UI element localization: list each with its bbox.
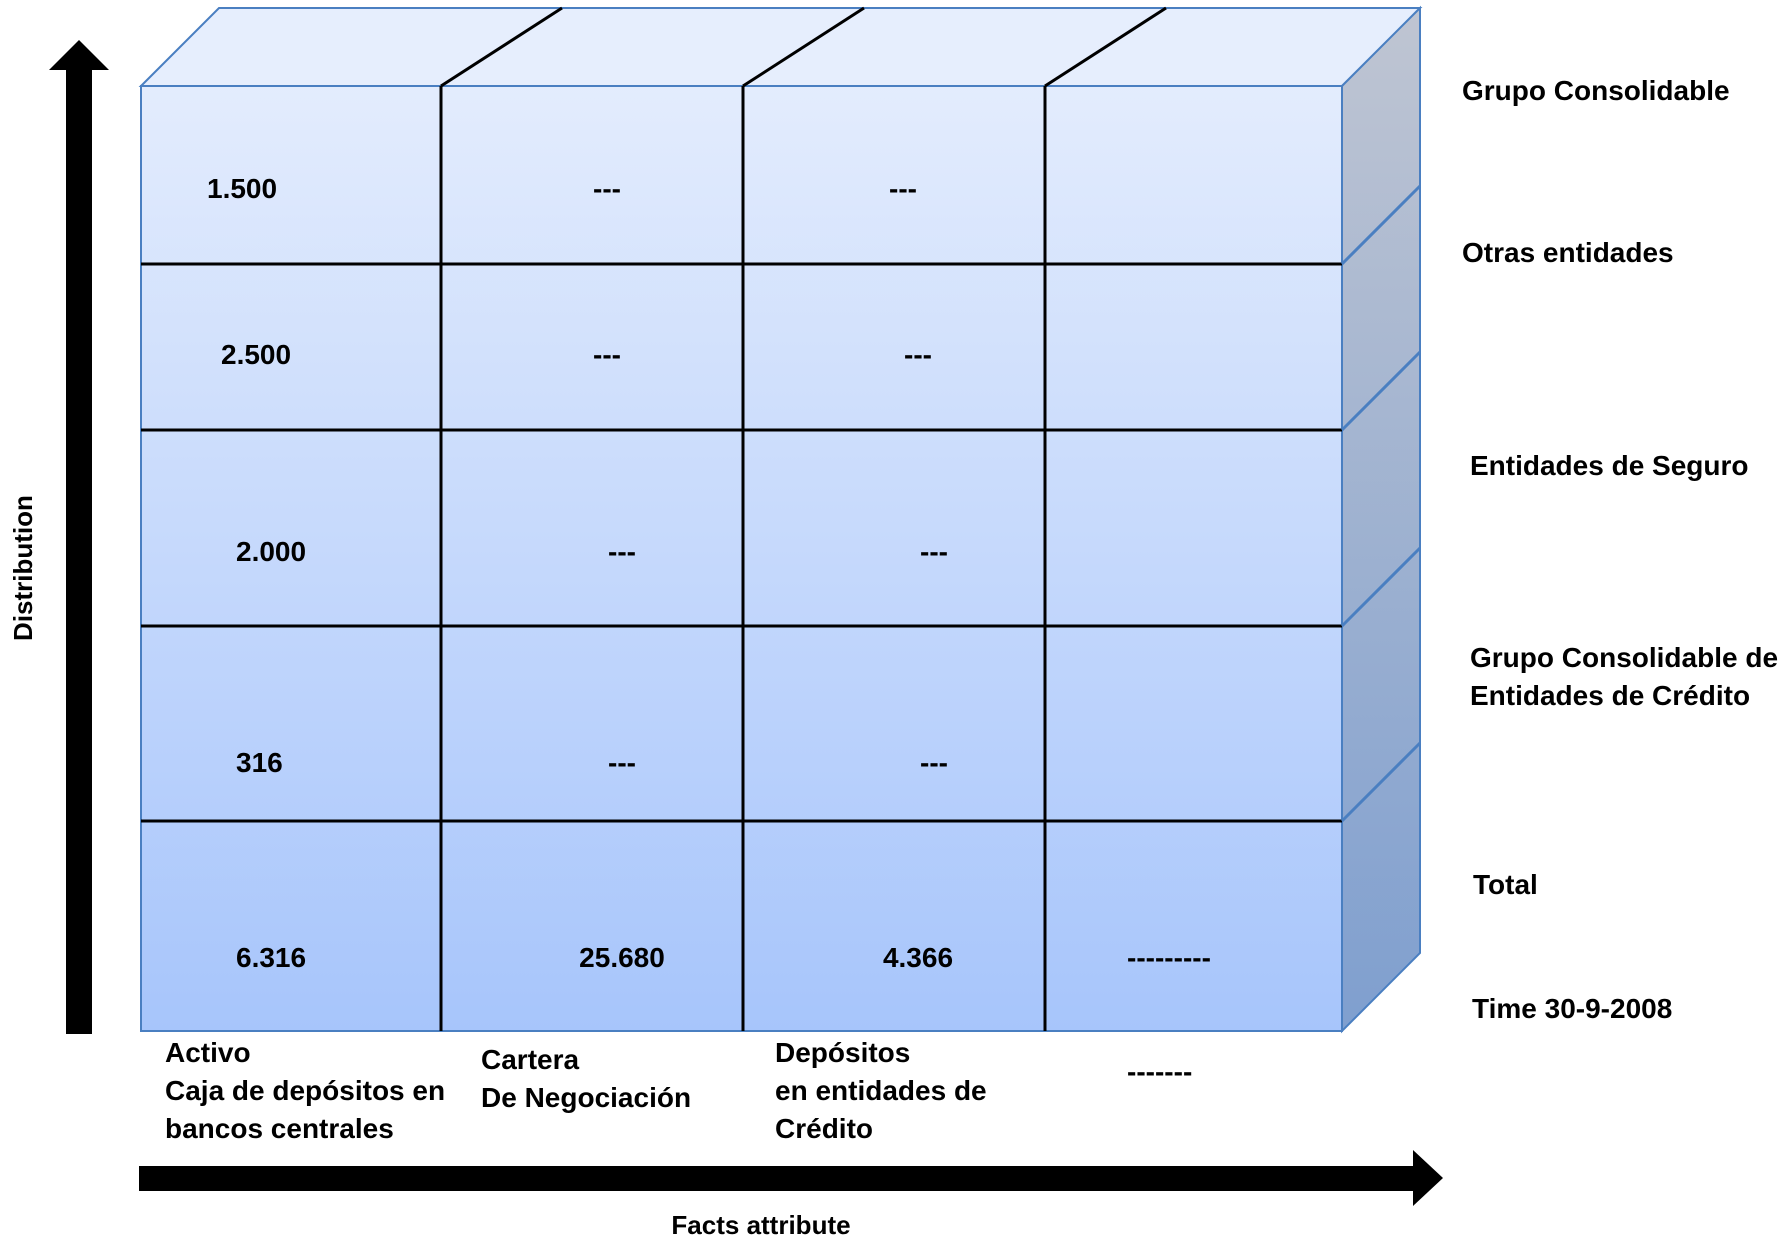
row-label: Grupo Consolidable de Entidades de Crédit… <box>1470 642 1778 711</box>
cube-grid-lines <box>141 6 1422 1031</box>
x-axis-label: Facts attribute <box>671 1210 850 1236</box>
cube-cell-value: 25.680 <box>579 942 665 973</box>
cube-cell-value: 4.366 <box>883 942 953 973</box>
cube-cell-value: --- <box>889 173 917 204</box>
cube-side-face <box>1341 5 1421 1034</box>
cube-cell-value: --- <box>593 173 621 204</box>
column-labels: Activo Caja de depósitos en bancos central… <box>165 1037 1192 1144</box>
row-label: Entidades de Seguro <box>1470 450 1749 481</box>
top-face-divider <box>440 6 563 88</box>
row-label: Total <box>1473 869 1538 900</box>
row-labels: Grupo Consolidable Otras entidades Entidad… <box>1462 75 1778 900</box>
time-label: Time 30-9-2008 <box>1472 993 1672 1024</box>
cube-top-face <box>138 7 1423 87</box>
side-face-divider <box>1340 546 1422 628</box>
y-axis-arrow <box>49 40 109 1034</box>
top-face-divider <box>742 6 865 88</box>
cube-cell-value: 2.000 <box>236 536 306 567</box>
column-label: Cartera De Negociación <box>481 1044 691 1113</box>
cube-cell-value: --- <box>608 747 636 778</box>
column-label: Depósitos en entidades de Crédito <box>775 1037 987 1144</box>
row-label: Otras entidades <box>1462 237 1674 268</box>
x-axis-arrow <box>139 1150 1443 1206</box>
cube-cell-value: 1.500 <box>207 173 277 204</box>
cube-cell-value: 316 <box>236 747 283 778</box>
cube-cell-value: --- <box>920 536 948 567</box>
column-label: ------- <box>1127 1056 1192 1087</box>
cube-cell-value: --- <box>593 339 621 370</box>
cube-cell-value: 6.316 <box>236 942 306 973</box>
side-face-divider <box>1340 741 1422 823</box>
top-face-divider <box>1044 6 1167 88</box>
cube-cells: 1.500 --- ---2.500 --- ---2.000 --- ---316 --- -… <box>207 173 1211 973</box>
cube-cell-value: 2.500 <box>221 339 291 370</box>
cube-cell-value: --- <box>608 536 636 567</box>
y-axis-label: Distribution <box>8 495 38 641</box>
column-label: Activo Caja de depósitos en bancos central… <box>165 1037 445 1144</box>
side-face-divider <box>1340 350 1422 432</box>
row-label: Grupo Consolidable <box>1462 75 1730 106</box>
cube-cell-value: --------- <box>1127 942 1211 973</box>
cube-cell-value: --- <box>904 339 932 370</box>
side-face-divider <box>1340 184 1422 266</box>
cube-cell-value: --- <box>920 747 948 778</box>
